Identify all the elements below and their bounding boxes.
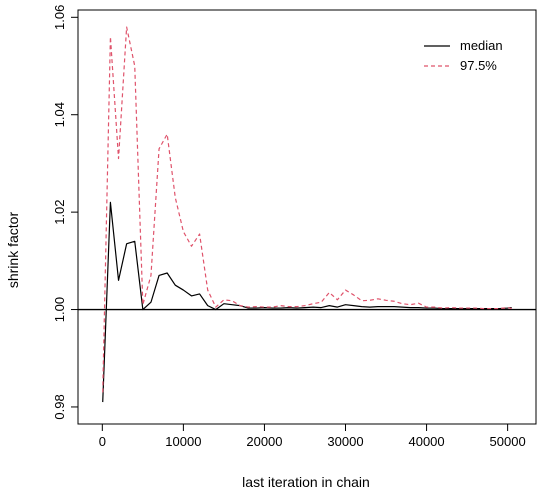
series-q975-line <box>102 26 512 393</box>
x-tick-label: 20000 <box>246 434 282 449</box>
y-tick-label: 1.00 <box>52 297 67 322</box>
legend: median 97.5% <box>424 38 503 73</box>
x-tick-label: 40000 <box>408 434 444 449</box>
series-median-line <box>102 201 512 403</box>
y-tick-label: 0.98 <box>52 394 67 419</box>
x-tick-label: 0 <box>99 434 106 449</box>
x-axis: 0 10000 20000 30000 40000 50000 <box>99 424 526 449</box>
series-lines <box>102 26 512 403</box>
x-tick-label: 30000 <box>327 434 363 449</box>
y-tick-label: 1.04 <box>52 102 67 127</box>
y-axis: 0.98 1.00 1.02 1.04 1.06 <box>52 5 78 420</box>
y-tick-label: 1.06 <box>52 5 67 30</box>
x-axis-title: last iteration in chain <box>242 474 370 490</box>
x-tick-label: 10000 <box>165 434 201 449</box>
plot-frame <box>77 9 537 425</box>
plot-area <box>77 9 537 425</box>
y-axis-title: shrink factor <box>5 212 21 289</box>
legend-median-label: median <box>460 38 503 53</box>
legend-q975-label: 97.5% <box>460 58 497 73</box>
x-tick-label: 50000 <box>490 434 526 449</box>
y-tick-label: 1.02 <box>52 199 67 224</box>
